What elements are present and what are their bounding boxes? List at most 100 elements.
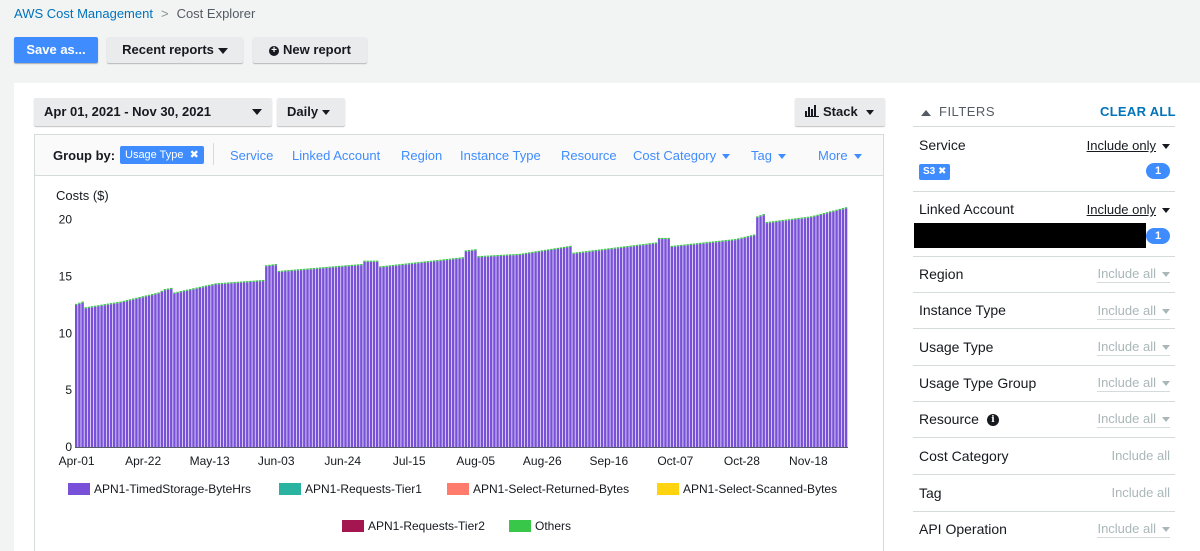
- bar-timed-storage[interactable]: [518, 254, 521, 447]
- bar-timed-storage[interactable]: [752, 235, 756, 447]
- bar-timed-storage[interactable]: [185, 290, 189, 447]
- bar-others[interactable]: [337, 265, 341, 268]
- bar-others[interactable]: [113, 302, 116, 304]
- bar-others[interactable]: [496, 255, 499, 257]
- bar-timed-storage[interactable]: [505, 255, 509, 447]
- bar-timed-storage[interactable]: [293, 270, 297, 447]
- bar-timed-storage[interactable]: [151, 295, 154, 447]
- bar-timed-storage[interactable]: [113, 303, 116, 447]
- filter-mode-usage-type-group[interactable]: Include all: [1097, 375, 1170, 392]
- bar-timed-storage[interactable]: [828, 212, 832, 448]
- bar-others[interactable]: [467, 250, 471, 252]
- bar-timed-storage[interactable]: [746, 237, 750, 447]
- bar-timed-storage[interactable]: [648, 244, 651, 447]
- bar-others[interactable]: [664, 237, 667, 240]
- group-by-dropdown-cost-category[interactable]: Cost Category: [633, 148, 731, 163]
- bar-others[interactable]: [483, 255, 487, 257]
- bar-timed-storage[interactable]: [540, 251, 544, 447]
- bar-others[interactable]: [708, 241, 712, 243]
- breadcrumb-link-cost-management[interactable]: AWS Cost Management: [14, 6, 153, 21]
- bar-timed-storage[interactable]: [483, 256, 487, 447]
- bar-others[interactable]: [654, 242, 658, 244]
- bar-timed-storage[interactable]: [765, 223, 769, 447]
- bar-timed-storage[interactable]: [369, 261, 373, 447]
- bar-timed-storage[interactable]: [455, 259, 458, 447]
- bar-others[interactable]: [223, 282, 227, 284]
- bar-others[interactable]: [699, 242, 702, 244]
- bar-timed-storage[interactable]: [588, 251, 591, 447]
- bar-timed-storage[interactable]: [458, 258, 461, 447]
- bar-timed-storage[interactable]: [670, 247, 674, 447]
- bar-others[interactable]: [125, 300, 129, 302]
- bar-others[interactable]: [455, 257, 458, 260]
- bar-timed-storage[interactable]: [657, 239, 661, 447]
- bar-others[interactable]: [154, 293, 157, 295]
- bar-others[interactable]: [724, 240, 727, 242]
- bar-others[interactable]: [809, 216, 813, 218]
- bar-others[interactable]: [825, 212, 829, 214]
- bar-timed-storage[interactable]: [515, 255, 518, 447]
- bar-others[interactable]: [179, 291, 183, 293]
- bar-others[interactable]: [797, 217, 800, 220]
- bar-timed-storage[interactable]: [445, 260, 449, 447]
- bar-timed-storage[interactable]: [654, 243, 658, 447]
- bar-others[interactable]: [702, 242, 705, 244]
- bar-timed-storage[interactable]: [78, 303, 81, 447]
- bar-timed-storage[interactable]: [797, 219, 800, 447]
- bar-others[interactable]: [822, 213, 826, 215]
- bar-timed-storage[interactable]: [553, 249, 556, 447]
- bar-others[interactable]: [670, 245, 674, 247]
- bar-timed-storage[interactable]: [635, 245, 639, 447]
- bar-others[interactable]: [290, 269, 293, 271]
- bar-timed-storage[interactable]: [448, 259, 452, 447]
- bar-timed-storage[interactable]: [429, 261, 433, 447]
- bar-others[interactable]: [534, 251, 537, 253]
- bar-others[interactable]: [569, 245, 572, 247]
- bar-timed-storage[interactable]: [566, 247, 569, 448]
- bar-others[interactable]: [505, 254, 509, 256]
- bar-others[interactable]: [756, 216, 759, 218]
- bar-timed-storage[interactable]: [569, 247, 572, 447]
- bar-timed-storage[interactable]: [756, 217, 759, 447]
- bar-timed-storage[interactable]: [683, 245, 686, 447]
- bar-others[interactable]: [711, 241, 715, 243]
- bar-timed-storage[interactable]: [600, 250, 604, 447]
- bar-timed-storage[interactable]: [344, 266, 347, 447]
- bar-others[interactable]: [597, 249, 601, 251]
- bar-others[interactable]: [356, 264, 360, 266]
- bar-others[interactable]: [524, 252, 528, 254]
- bar-others[interactable]: [141, 296, 144, 298]
- bar-others[interactable]: [369, 260, 373, 262]
- bar-timed-storage[interactable]: [651, 243, 655, 447]
- bar-others[interactable]: [432, 260, 436, 262]
- bar-others[interactable]: [553, 248, 556, 250]
- bar-timed-storage[interactable]: [109, 304, 113, 447]
- bar-timed-storage[interactable]: [230, 283, 233, 447]
- bar-others[interactable]: [157, 292, 160, 294]
- bar-timed-storage[interactable]: [220, 284, 224, 447]
- bar-others[interactable]: [550, 248, 553, 250]
- bar-timed-storage[interactable]: [784, 220, 788, 447]
- bar-others[interactable]: [518, 253, 521, 255]
- bar-timed-storage[interactable]: [471, 250, 474, 447]
- bar-timed-storage[interactable]: [496, 256, 499, 447]
- bar-others[interactable]: [515, 253, 518, 256]
- bar-timed-storage[interactable]: [800, 218, 803, 447]
- bar-timed-storage[interactable]: [420, 262, 423, 447]
- legend-label[interactable]: APN1-Requests-Tier2: [368, 519, 485, 533]
- bar-timed-storage[interactable]: [407, 264, 411, 447]
- bar-others[interactable]: [122, 300, 125, 302]
- bar-timed-storage[interactable]: [480, 257, 483, 447]
- bar-timed-storage[interactable]: [217, 284, 221, 447]
- bar-others[interactable]: [328, 266, 331, 268]
- bar-others[interactable]: [322, 267, 325, 269]
- bar-timed-storage[interactable]: [81, 302, 84, 447]
- bar-timed-storage[interactable]: [394, 265, 398, 447]
- bar-timed-storage[interactable]: [198, 288, 202, 447]
- bar-timed-storage[interactable]: [778, 221, 781, 447]
- clear-all-button[interactable]: CLEAR ALL: [1100, 104, 1176, 119]
- bar-timed-storage[interactable]: [661, 239, 664, 447]
- bar-others[interactable]: [692, 243, 696, 245]
- bar-others[interactable]: [838, 208, 841, 211]
- bar-timed-storage[interactable]: [534, 252, 537, 447]
